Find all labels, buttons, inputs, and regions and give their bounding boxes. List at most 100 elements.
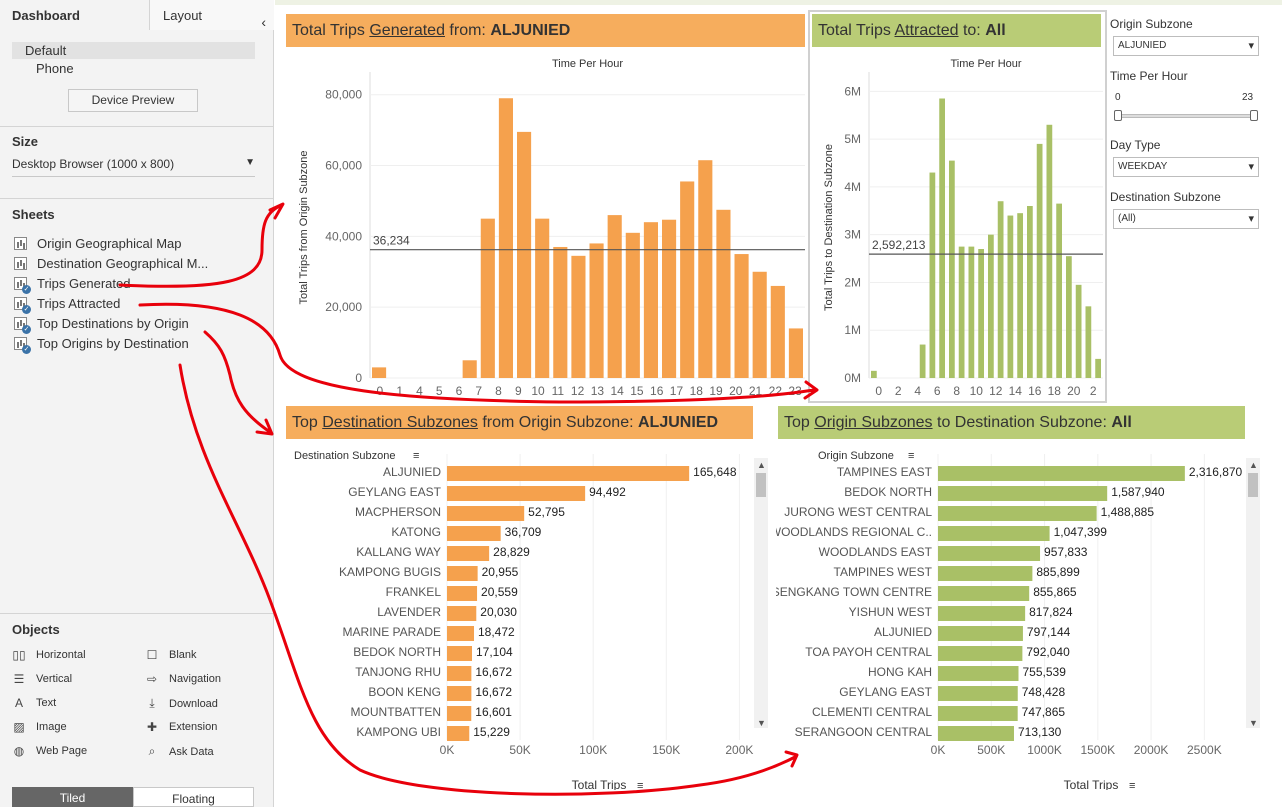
bar[interactable] [988,234,994,378]
bar[interactable] [938,526,1050,541]
object-item[interactable]: ▨ Image [12,720,66,734]
bar[interactable] [938,686,1018,701]
bar[interactable] [938,566,1033,581]
sort-icon[interactable]: ≡ [413,450,419,462]
bar[interactable] [938,506,1097,521]
bar[interactable] [939,98,945,379]
scroll-down-icon[interactable]: ▼ [757,718,766,728]
header-destination-subzones-link[interactable]: Destination Subzones [322,414,478,431]
bar[interactable] [498,98,513,378]
origin-subzone-select[interactable]: ALJUNIED [1113,36,1259,56]
device-preview-button[interactable]: Device Preview [68,89,198,112]
sheet-item[interactable]: Destination Geographical M... [14,256,208,271]
bar[interactable] [938,586,1030,601]
bar[interactable] [535,218,550,378]
bar[interactable] [752,271,767,378]
collapse-pane-icon[interactable]: ‹ [261,14,266,30]
bar[interactable] [447,666,472,681]
bar[interactable] [589,243,604,378]
bar[interactable] [770,285,785,378]
sheet-item[interactable]: Trips Attracted [14,296,120,314]
object-item[interactable]: A Text [12,696,56,710]
bar[interactable] [680,181,695,378]
bar[interactable] [447,606,477,621]
bar[interactable] [1056,203,1062,378]
header-origin-subzones-link[interactable]: Origin Subzones [814,414,933,431]
object-item[interactable]: ⇨ Navigation [145,672,221,686]
bar[interactable] [734,254,749,378]
object-item[interactable]: ⤓ Download [145,696,218,711]
sheet-item[interactable]: Origin Geographical Map [14,236,182,251]
sort-icon[interactable]: ≡ [637,780,643,790]
bar[interactable] [1085,306,1092,378]
bar[interactable] [447,646,473,661]
time-slider[interactable] [1117,114,1257,118]
bar[interactable] [938,666,1019,681]
header-generated-link[interactable]: Generated [369,22,445,39]
tab-dashboard[interactable]: Dashboard [0,0,150,30]
bar[interactable] [919,344,926,378]
bar[interactable] [447,726,470,741]
bar[interactable] [698,160,713,378]
bar[interactable] [938,726,1014,741]
bar[interactable] [938,466,1185,481]
bar[interactable] [716,209,731,378]
scrollbar[interactable] [754,458,768,728]
bar[interactable] [938,546,1041,561]
bar[interactable] [372,367,387,378]
bar[interactable] [938,626,1023,641]
bar[interactable] [447,526,501,541]
bar[interactable] [1036,143,1043,378]
bar[interactable] [447,506,525,521]
sheet-item[interactable]: Trips Generated [14,276,130,294]
bar[interactable] [938,706,1018,721]
bar[interactable] [1017,213,1023,378]
bar[interactable] [625,232,640,378]
bar[interactable] [1007,215,1014,378]
bar[interactable] [938,646,1023,661]
bar[interactable] [553,246,568,378]
bar[interactable] [958,246,965,378]
time-slider-start-handle[interactable] [1114,110,1122,121]
scrollbar-thumb[interactable] [756,473,766,497]
floating-button[interactable]: Floating [133,787,254,807]
header-attracted-link[interactable]: Attracted [894,22,959,39]
bar[interactable] [938,486,1108,501]
bar[interactable] [447,706,472,721]
tiled-button[interactable]: Tiled [12,787,133,807]
bar[interactable] [1095,358,1101,378]
bar[interactable] [968,246,975,378]
bar[interactable] [871,370,877,378]
scrollbar-thumb[interactable] [1248,473,1258,497]
bar[interactable] [447,586,478,601]
scrollbar[interactable] [1246,458,1260,728]
bar[interactable] [571,255,586,378]
bar[interactable] [929,172,936,378]
scroll-down-icon[interactable]: ▼ [1249,718,1258,728]
bar[interactable] [1075,284,1082,378]
sheet-item[interactable]: Top Origins by Destination [14,336,189,354]
bar[interactable] [447,546,490,561]
bar[interactable] [997,201,1004,378]
bar[interactable] [447,626,475,641]
time-slider-end-handle[interactable] [1250,110,1258,121]
object-item[interactable]: ☐ Blank [145,648,197,662]
object-item[interactable]: ✚ Extension [145,720,217,734]
bar[interactable] [643,222,658,378]
bar[interactable] [607,215,622,378]
bar[interactable] [447,486,586,501]
bar[interactable] [1046,124,1053,379]
bar[interactable] [788,328,803,378]
destination-subzone-select[interactable]: (All) [1113,209,1259,229]
object-item[interactable]: ⌕ Ask Data [145,744,214,759]
bar[interactable] [480,218,495,378]
object-item[interactable]: ▯▯ Horizontal [12,648,85,662]
sort-icon[interactable]: ≡ [1129,780,1135,790]
device-default-item[interactable] [12,42,255,59]
sheet-item[interactable]: Top Destinations by Origin [14,316,189,334]
object-item[interactable]: ◍ Web Page [12,744,87,758]
scroll-up-icon[interactable]: ▲ [1249,460,1258,470]
bar[interactable] [462,360,477,378]
bar[interactable] [1066,256,1072,378]
size-select[interactable]: Desktop Browser (1000 x 800) ▼ [12,157,255,177]
